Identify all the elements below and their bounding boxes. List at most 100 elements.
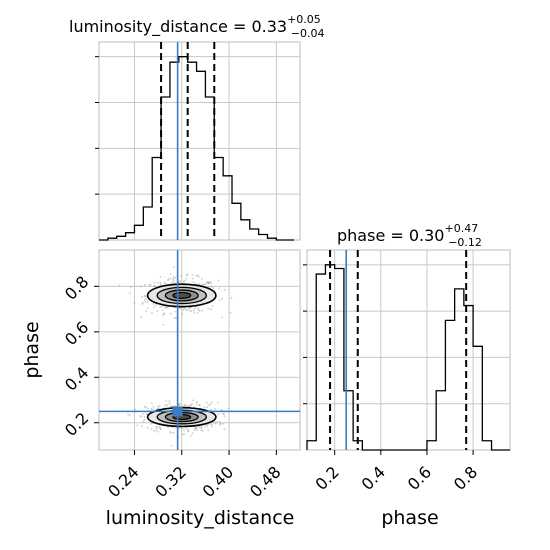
scatter-point (168, 402, 171, 405)
scatter-point (174, 310, 177, 313)
scatter-point (162, 323, 165, 326)
scatter-point (178, 307, 181, 310)
scatter-point (207, 282, 210, 285)
scatter-point (200, 426, 202, 429)
title-plus: +0.05 (287, 13, 321, 26)
scatter-point (229, 311, 232, 314)
scatter-point (183, 429, 186, 432)
scatter-point (156, 426, 159, 429)
scatter-point (170, 312, 172, 315)
scatter-point (191, 277, 194, 280)
scatter-point (143, 405, 146, 408)
x-tick-label: 0.40 (199, 462, 238, 501)
scatter-point (212, 287, 215, 289)
scatter-point (223, 413, 225, 416)
scatter-point (204, 283, 207, 285)
x-tick-label: 0.4 (358, 462, 389, 493)
scatter-point (162, 314, 165, 317)
scatter-point (173, 317, 176, 319)
contour-level (172, 291, 192, 300)
histogram-step (99, 56, 295, 241)
scatter-point (187, 428, 189, 431)
scatter-point (169, 405, 172, 408)
scatter-point (201, 309, 204, 312)
scatter-point (221, 297, 223, 300)
scatter-point (144, 299, 146, 301)
scatter-point (151, 312, 153, 315)
hist-title: phase = 0.30+0.47 −0.12 (337, 222, 482, 249)
scatter-point (221, 316, 223, 319)
scatter-point (152, 306, 155, 309)
joint-panel: 0.24 0.32 0.40 0.48 0.2 0.4 0.6 0.8 luminosity… (21, 249, 301, 529)
scatter-point (195, 274, 198, 277)
scatter-point (206, 424, 209, 426)
scatter-point (165, 405, 168, 407)
scatter-point (194, 282, 197, 285)
scatter-point (174, 277, 177, 279)
scatter-point (150, 402, 153, 405)
scatter-point (185, 427, 187, 429)
scatter-point (166, 403, 169, 406)
scatter-point (146, 307, 149, 310)
scatter-point (211, 305, 214, 308)
x-tick-label: 0.8 (450, 462, 481, 493)
scatter-point (152, 303, 155, 305)
scatter-point (143, 418, 146, 421)
scatter-point (172, 278, 175, 281)
scatter-point (186, 404, 188, 407)
scatter-point (144, 283, 146, 286)
scatter-point (150, 428, 153, 430)
scatter-point (145, 310, 148, 313)
x-tick-label: 0.6 (404, 462, 435, 493)
scatter-point (203, 406, 206, 409)
scatter-point (133, 302, 136, 305)
scatter-point (198, 426, 201, 428)
truth-lines (99, 250, 300, 450)
scatter-point (182, 405, 185, 407)
histogram-step (306, 264, 510, 451)
scatter-point (160, 305, 163, 308)
scatter-point (191, 432, 194, 434)
y-ticks: 0.2 0.4 0.6 0.8 (61, 272, 99, 440)
scatter-point (207, 429, 210, 432)
scatter-point (144, 300, 147, 303)
scatter-point (210, 423, 213, 426)
scatter-point (195, 400, 198, 403)
scatter-point (128, 414, 131, 417)
scatter-point (140, 296, 143, 299)
scatter-point (186, 309, 189, 312)
scatter-point (206, 281, 208, 284)
scatter-point (217, 279, 220, 282)
scatter-point (210, 401, 213, 404)
y-tick-label: 0.4 (61, 363, 92, 394)
title-minus: −0.12 (448, 236, 482, 249)
scatter-point (163, 312, 166, 315)
histogram-bars (306, 264, 510, 451)
scatter-point (207, 307, 210, 310)
scatter-point (146, 426, 149, 429)
scatter-point (187, 430, 190, 433)
scatter-point (214, 422, 217, 425)
scatter-point (201, 429, 204, 432)
title-plus: +0.47 (444, 222, 478, 235)
scatter-point (118, 284, 121, 287)
scatter-point (159, 283, 162, 286)
scatter-point (219, 423, 222, 426)
scatter-point (146, 407, 149, 410)
scatter-point (206, 401, 208, 404)
scatter-point (157, 430, 159, 433)
hist-title: luminosity_distance = 0.33+0.05 −0.04 (69, 13, 325, 40)
scatter-point (209, 403, 212, 406)
scatter-point (197, 308, 200, 311)
title-minus: −0.04 (291, 27, 325, 40)
scatter-point (227, 407, 230, 410)
scatter-point (217, 413, 220, 416)
scatter-point (181, 313, 184, 316)
scatter-point (196, 429, 199, 431)
panel-frame (306, 249, 511, 451)
scatter-point (193, 311, 196, 314)
scatter-point (206, 406, 209, 409)
scatter-point (195, 403, 198, 405)
scatter-point (223, 288, 226, 291)
scatter-point (172, 279, 175, 282)
